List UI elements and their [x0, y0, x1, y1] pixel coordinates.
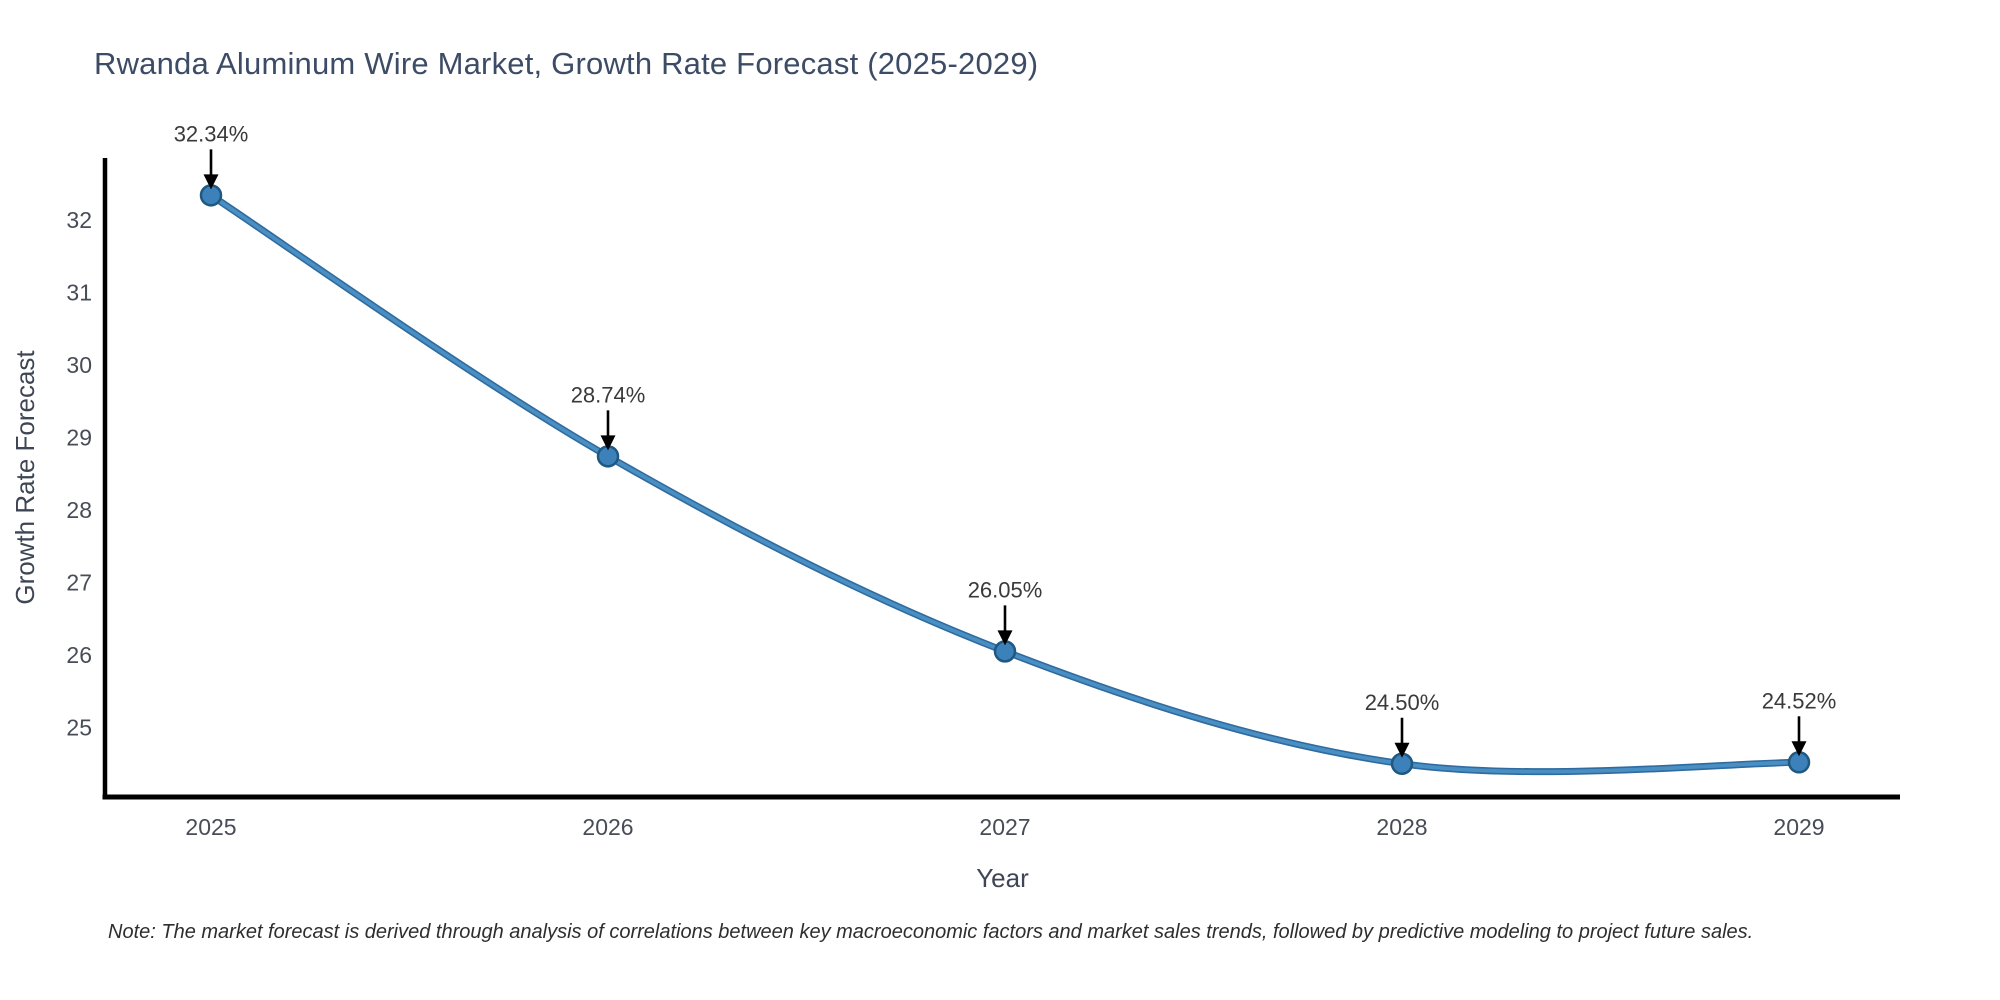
chart-footnote: Note: The market forecast is derived thr… — [108, 921, 1754, 943]
data-point-label: 24.50% — [1365, 690, 1440, 715]
y-tick-label: 30 — [66, 352, 92, 378]
x-tick-label: 2029 — [1773, 814, 1824, 840]
y-tick-label: 28 — [66, 497, 92, 523]
annotation-arrow-head — [1394, 742, 1410, 758]
y-tick-label: 25 — [66, 715, 92, 741]
x-tick-label: 2027 — [979, 814, 1030, 840]
y-axis-title: Growth Rate Forecast — [10, 350, 40, 605]
annotation-arrow-head — [600, 435, 616, 451]
x-axis-title: Year — [976, 863, 1029, 893]
forecast-line — [209, 193, 1801, 774]
y-tick-label: 27 — [66, 570, 92, 596]
annotation-arrow-head — [203, 174, 219, 190]
data-point-label: 24.52% — [1762, 688, 1837, 713]
annotation-arrow-head — [997, 630, 1013, 646]
x-tick-label: 2028 — [1376, 814, 1427, 840]
data-point-label: 28.74% — [571, 382, 646, 407]
y-tick-label: 26 — [66, 642, 92, 668]
annotation-arrow-head — [1791, 741, 1807, 757]
forecast-line-edge — [207, 191, 1803, 776]
data-point-label: 26.05% — [968, 577, 1043, 602]
y-tick-label: 32 — [66, 207, 92, 233]
x-tick-label: 2026 — [582, 814, 633, 840]
y-tick-label: 29 — [66, 425, 92, 451]
chart-title: Rwanda Aluminum Wire Market, Growth Rate… — [94, 46, 1039, 81]
x-tick-label: 2025 — [185, 814, 236, 840]
y-tick-label: 31 — [66, 280, 92, 306]
data-point-label: 32.34% — [174, 121, 249, 146]
